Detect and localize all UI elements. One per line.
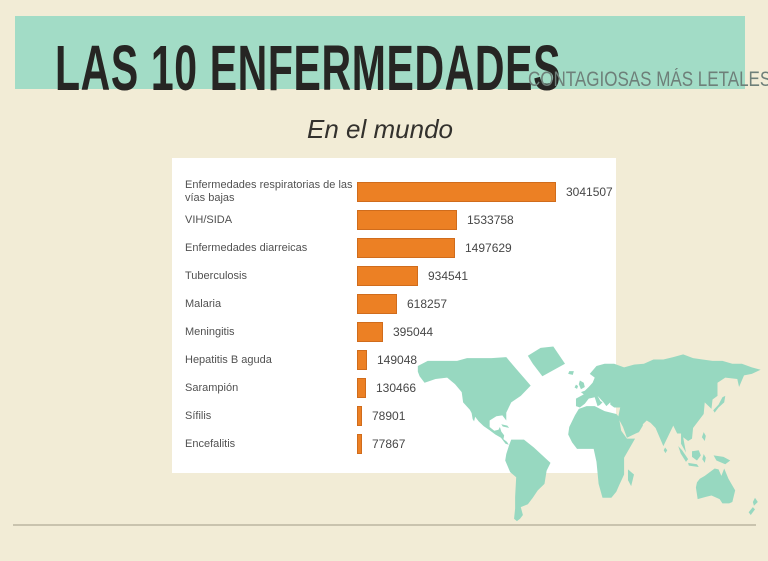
continent-north-america — [417, 357, 531, 445]
bar-area: 149048 — [357, 350, 417, 370]
madagascar — [627, 469, 634, 487]
sumatra — [678, 446, 689, 462]
bar — [357, 406, 362, 426]
greenland — [527, 346, 566, 377]
category-label: Encefalitis — [185, 437, 236, 450]
united-kingdom — [578, 380, 585, 390]
category-label: Meningitis — [185, 325, 235, 338]
value-label: 77867 — [372, 437, 406, 451]
bar — [357, 322, 383, 342]
continent-south-america — [505, 439, 551, 522]
continent-eurasia — [575, 354, 761, 453]
category-label: Sarampión — [185, 381, 239, 394]
value-label: 130466 — [376, 381, 417, 395]
chart-panel: Enfermedades respiratorias de las vías b… — [172, 158, 616, 473]
bar-area: 618257 — [357, 294, 447, 314]
category-label: Malaria — [185, 297, 222, 310]
category-label: Tuberculosis — [185, 269, 247, 282]
continent-australia — [695, 468, 736, 504]
chart-row: Meningitis 395044 — [185, 318, 616, 346]
chart-row: Malaria 618257 — [185, 290, 616, 318]
bar — [357, 378, 366, 398]
bar-area: 78901 — [357, 406, 405, 426]
bar-area: 130466 — [357, 378, 416, 398]
chart-rows: Enfermedades respiratorias de las vías b… — [185, 178, 616, 458]
category-label: Hepatitis B aguda — [185, 353, 272, 366]
bar-area: 934541 — [357, 266, 468, 286]
chart-row: Sarampión 130466 — [185, 374, 616, 402]
value-label: 395044 — [393, 325, 434, 339]
chart-row: Enfermedades diarreicas 1497629 — [185, 234, 616, 262]
new-guinea — [713, 455, 731, 465]
bar-area: 77867 — [357, 434, 405, 454]
category-label: Enfermedades diarreicas — [185, 241, 308, 254]
bar-area: 1497629 — [357, 238, 512, 258]
java — [688, 462, 699, 468]
value-label: 149048 — [377, 353, 418, 367]
bar — [357, 294, 397, 314]
value-label: 1497629 — [465, 241, 512, 255]
philippines — [701, 432, 706, 441]
cuba — [501, 424, 510, 428]
bar — [357, 182, 556, 202]
borneo — [692, 450, 701, 461]
value-label: 618257 — [407, 297, 448, 311]
value-label: 3041507 — [566, 185, 613, 199]
bar-area: 3041507 — [357, 182, 613, 202]
bar — [357, 210, 457, 230]
japan — [713, 395, 726, 413]
slide-subtitle: CONTAGIOSAS MÁS LETALES — [528, 68, 768, 91]
new-zealand-north — [752, 497, 758, 506]
category-label: Sífilis — [185, 409, 212, 422]
sulawesi — [702, 454, 706, 463]
continent-africa — [568, 406, 636, 498]
world-map-icon — [417, 346, 761, 522]
bar-area: 1533758 — [357, 210, 514, 230]
title-banner — [15, 16, 745, 89]
value-label: 1533758 — [467, 213, 514, 227]
bar — [357, 434, 362, 454]
chart-row: Hepatitis B aguda 149048 — [185, 346, 616, 374]
chart-row: Sífilis 78901 — [185, 402, 616, 430]
category-label: VIH/SIDA — [185, 213, 233, 226]
value-label: 934541 — [428, 269, 469, 283]
ireland — [574, 384, 579, 389]
new-zealand-south — [748, 507, 755, 516]
chart-row: Enfermedades respiratorias de las vías b… — [185, 178, 616, 206]
bar — [357, 266, 418, 286]
sri-lanka — [663, 447, 668, 454]
bar-area: 395044 — [357, 322, 433, 342]
slide-title: LAS 10 ENFERMEDADES — [55, 32, 562, 104]
chart-row: Tuberculosis 934541 — [185, 262, 616, 290]
chart-row: Encefalitis 77867 — [185, 430, 616, 458]
footer-divider-line — [13, 524, 756, 526]
slide-heading: En el mundo — [307, 114, 453, 144]
bar — [357, 238, 455, 258]
iceland — [568, 371, 574, 375]
category-label: Enfermedades respiratorias de las vías b… — [185, 179, 353, 204]
chart-row: VIH/SIDA 1533758 — [185, 206, 616, 234]
value-label: 78901 — [372, 409, 406, 423]
bar — [357, 350, 367, 370]
